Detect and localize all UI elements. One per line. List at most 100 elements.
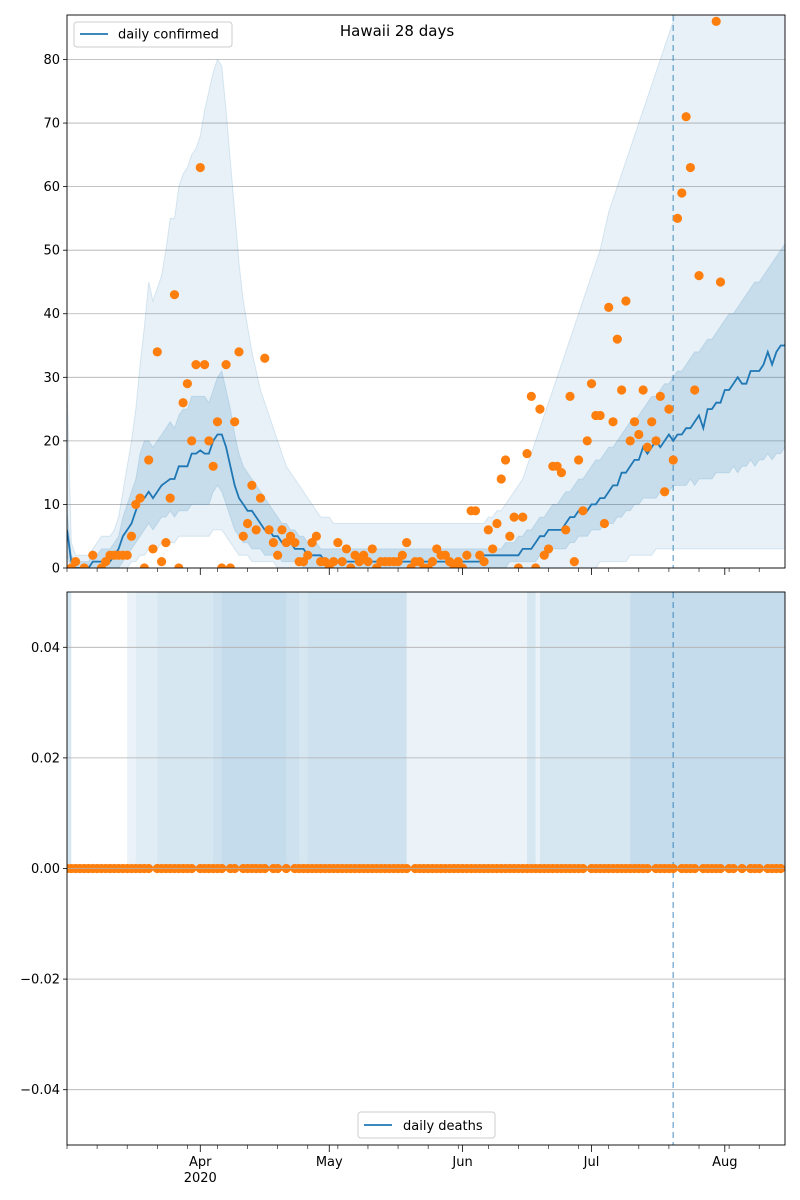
data-point	[277, 525, 287, 535]
data-point	[251, 525, 261, 535]
uncertainty-band	[539, 592, 631, 869]
data-point	[711, 16, 721, 26]
y-tick-label: 80	[43, 53, 60, 68]
data-point	[217, 563, 227, 568]
uncertainty-band	[221, 592, 287, 869]
x-tick-label: Jul	[583, 1155, 600, 1170]
data-point	[152, 347, 162, 357]
data-point	[303, 550, 313, 560]
data-point	[595, 410, 605, 421]
data-point	[212, 417, 223, 427]
data-point	[488, 544, 498, 554]
uncertainty-band	[127, 592, 136, 869]
data-point	[715, 277, 726, 287]
data-point	[311, 531, 321, 541]
data-point	[126, 531, 137, 541]
legend: daily deaths	[357, 1111, 496, 1139]
y-tick-label: 10	[43, 498, 60, 513]
data-point	[694, 271, 704, 281]
data-point	[561, 525, 571, 535]
data-point	[169, 290, 180, 300]
chart-title: Hawaii 28 days	[340, 22, 454, 40]
data-point	[122, 550, 132, 560]
data-point	[470, 506, 481, 516]
uncertainty-band	[157, 592, 214, 869]
data-point	[156, 557, 167, 567]
legend: daily confirmed	[73, 21, 233, 48]
data-point	[462, 550, 472, 560]
data-point	[526, 391, 536, 401]
y-tick-label: 0	[52, 562, 60, 577]
y-tick-label: 60	[43, 180, 60, 195]
data-point	[617, 385, 627, 395]
confirmed-panel: 0 10 20 30 40 50 60 70 80 Hawaii 28 days daily con…	[43, 14, 786, 577]
data-point	[346, 563, 356, 568]
data-point	[333, 537, 343, 548]
data-point	[492, 518, 502, 529]
y-tick-label: 70	[43, 117, 60, 132]
uncertainty-band	[135, 592, 158, 869]
data-point	[88, 550, 98, 560]
data-point	[260, 353, 270, 363]
data-point	[139, 563, 149, 568]
data-point	[79, 563, 89, 568]
data-point	[578, 506, 588, 516]
data-point	[363, 557, 373, 567]
data-point	[135, 493, 145, 503]
axes-frame	[66, 591, 786, 1146]
data-point	[647, 417, 657, 427]
data-point	[341, 544, 352, 554]
data-point	[625, 436, 635, 446]
data-point	[402, 537, 412, 548]
data-point	[634, 429, 644, 440]
inner-band	[67, 242, 785, 568]
x-tick-sublabel: 2020	[184, 1171, 217, 1186]
data-point	[569, 557, 579, 567]
uncertainty-band	[535, 592, 540, 869]
data-point	[681, 112, 691, 122]
data-point	[242, 518, 253, 529]
data-point	[255, 493, 266, 503]
uncertainty-band	[677, 592, 785, 869]
legend-label: daily deaths	[403, 1119, 483, 1134]
data-point	[690, 385, 700, 395]
data-point	[522, 448, 532, 459]
data-point	[328, 557, 339, 567]
y-tick-label: −0.02	[20, 973, 60, 988]
y-tick-label: 40	[43, 307, 60, 322]
data-point	[234, 347, 244, 357]
data-point	[535, 404, 545, 414]
data-point	[70, 557, 81, 567]
data-point	[574, 455, 584, 465]
uncertainty-band	[299, 592, 308, 869]
outer-band	[67, 15, 785, 568]
uncertainty-band	[286, 592, 300, 869]
data-point	[195, 162, 205, 173]
data-point	[230, 417, 240, 427]
data-point	[273, 550, 283, 560]
data-point	[178, 398, 188, 408]
data-point	[505, 531, 515, 541]
data-point	[531, 563, 541, 568]
data-point	[565, 391, 575, 401]
legend-box	[357, 1111, 496, 1139]
uncertainty-band	[307, 592, 407, 869]
data-point	[599, 518, 610, 529]
uncertainty-band	[406, 592, 528, 869]
uncertainty-band	[527, 592, 536, 869]
data-point	[427, 557, 438, 567]
uncertainty-band	[67, 592, 72, 869]
x-tick-label: Apr	[189, 1155, 212, 1170]
data-point	[337, 557, 347, 567]
y-tick-label: 20	[43, 434, 60, 449]
data-point	[397, 550, 407, 560]
x-tick-label: May	[316, 1155, 343, 1170]
data-point	[483, 525, 493, 535]
data-point	[191, 359, 201, 370]
data-point	[199, 359, 210, 370]
uncertainty-band	[630, 592, 678, 869]
data-point	[500, 455, 511, 465]
data-point	[672, 213, 683, 224]
data-point	[479, 557, 489, 567]
